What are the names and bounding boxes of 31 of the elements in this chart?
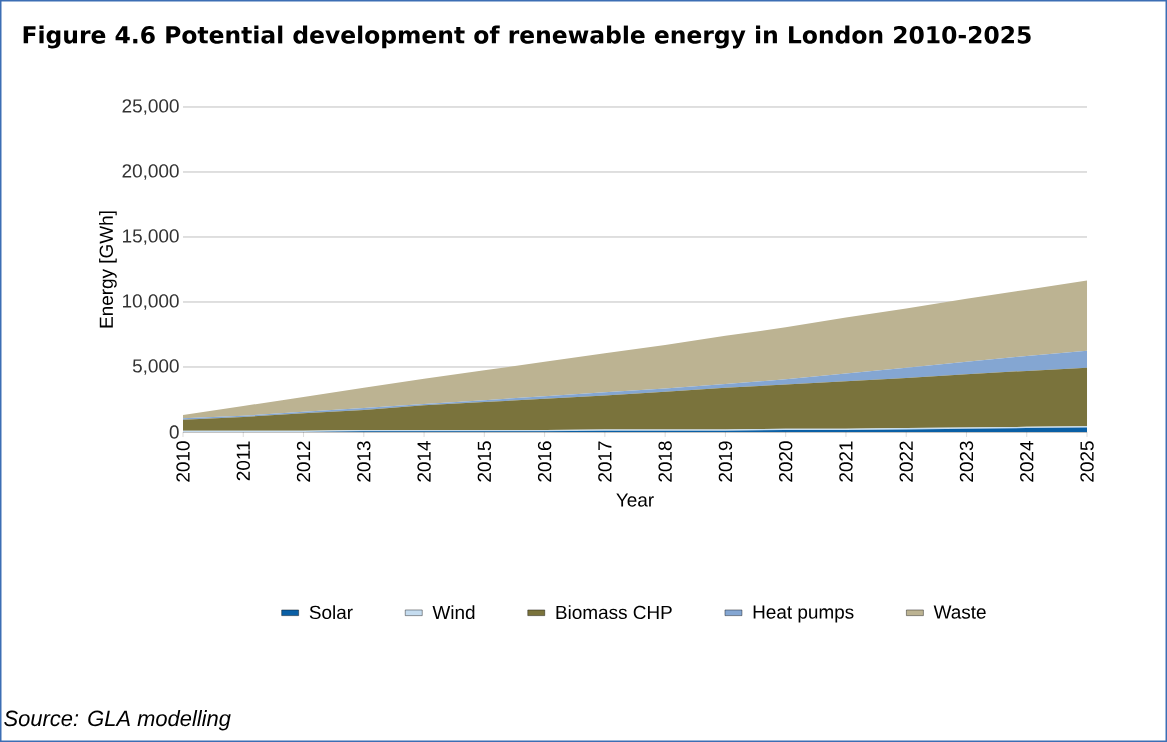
x-tick-label: 2014 — [417, 441, 431, 482]
x-tick-label: 2013 — [357, 441, 371, 482]
x-tick-label: 2019 — [718, 441, 733, 482]
x-tick-label: 2021 — [839, 441, 853, 482]
x-tick-label: 2022 — [899, 441, 913, 482]
y-tick-label: 25,000 — [122, 99, 179, 115]
x-tick-label: 2025 — [1080, 441, 1094, 482]
legend-label: Waste — [933, 605, 986, 619]
legend-label: Heat pumps — [753, 605, 854, 623]
x-tick-label: 2012 — [296, 441, 311, 482]
y-axis-title: Energy [GWh] — [99, 211, 117, 328]
x-tick-label: 2011 — [236, 441, 250, 481]
legend-label: Wind — [432, 605, 475, 620]
x-tick-label: 2015 — [477, 441, 492, 482]
x-tick-label: 2010 — [176, 441, 190, 482]
y-tick-label: 20,000 — [122, 164, 179, 180]
x-tick-label: 2016 — [537, 441, 552, 482]
x-tick-label: 2024 — [1020, 441, 1034, 482]
y-tick-label: 15,000 — [123, 229, 179, 245]
source-note: Source: GLA modelling — [4, 710, 231, 731]
y-tick-label: 10,000 — [123, 294, 179, 310]
x-tick-label: 2017 — [598, 441, 612, 482]
x-tick-label: 2020 — [778, 441, 793, 482]
chart-title: Figure 4.6 Potential development of renewable energy in London 2010-2025 — [23, 25, 1031, 49]
legend-label: Biomass CHP — [556, 605, 672, 620]
legend-label: Solar — [309, 605, 353, 620]
y-tick-label: 0 — [169, 425, 179, 439]
y-tick-label: 5,000 — [132, 359, 179, 375]
x-tick-label: 2023 — [959, 441, 974, 482]
x-tick-label: 2018 — [658, 441, 672, 482]
x-axis-title: Year — [616, 493, 654, 507]
